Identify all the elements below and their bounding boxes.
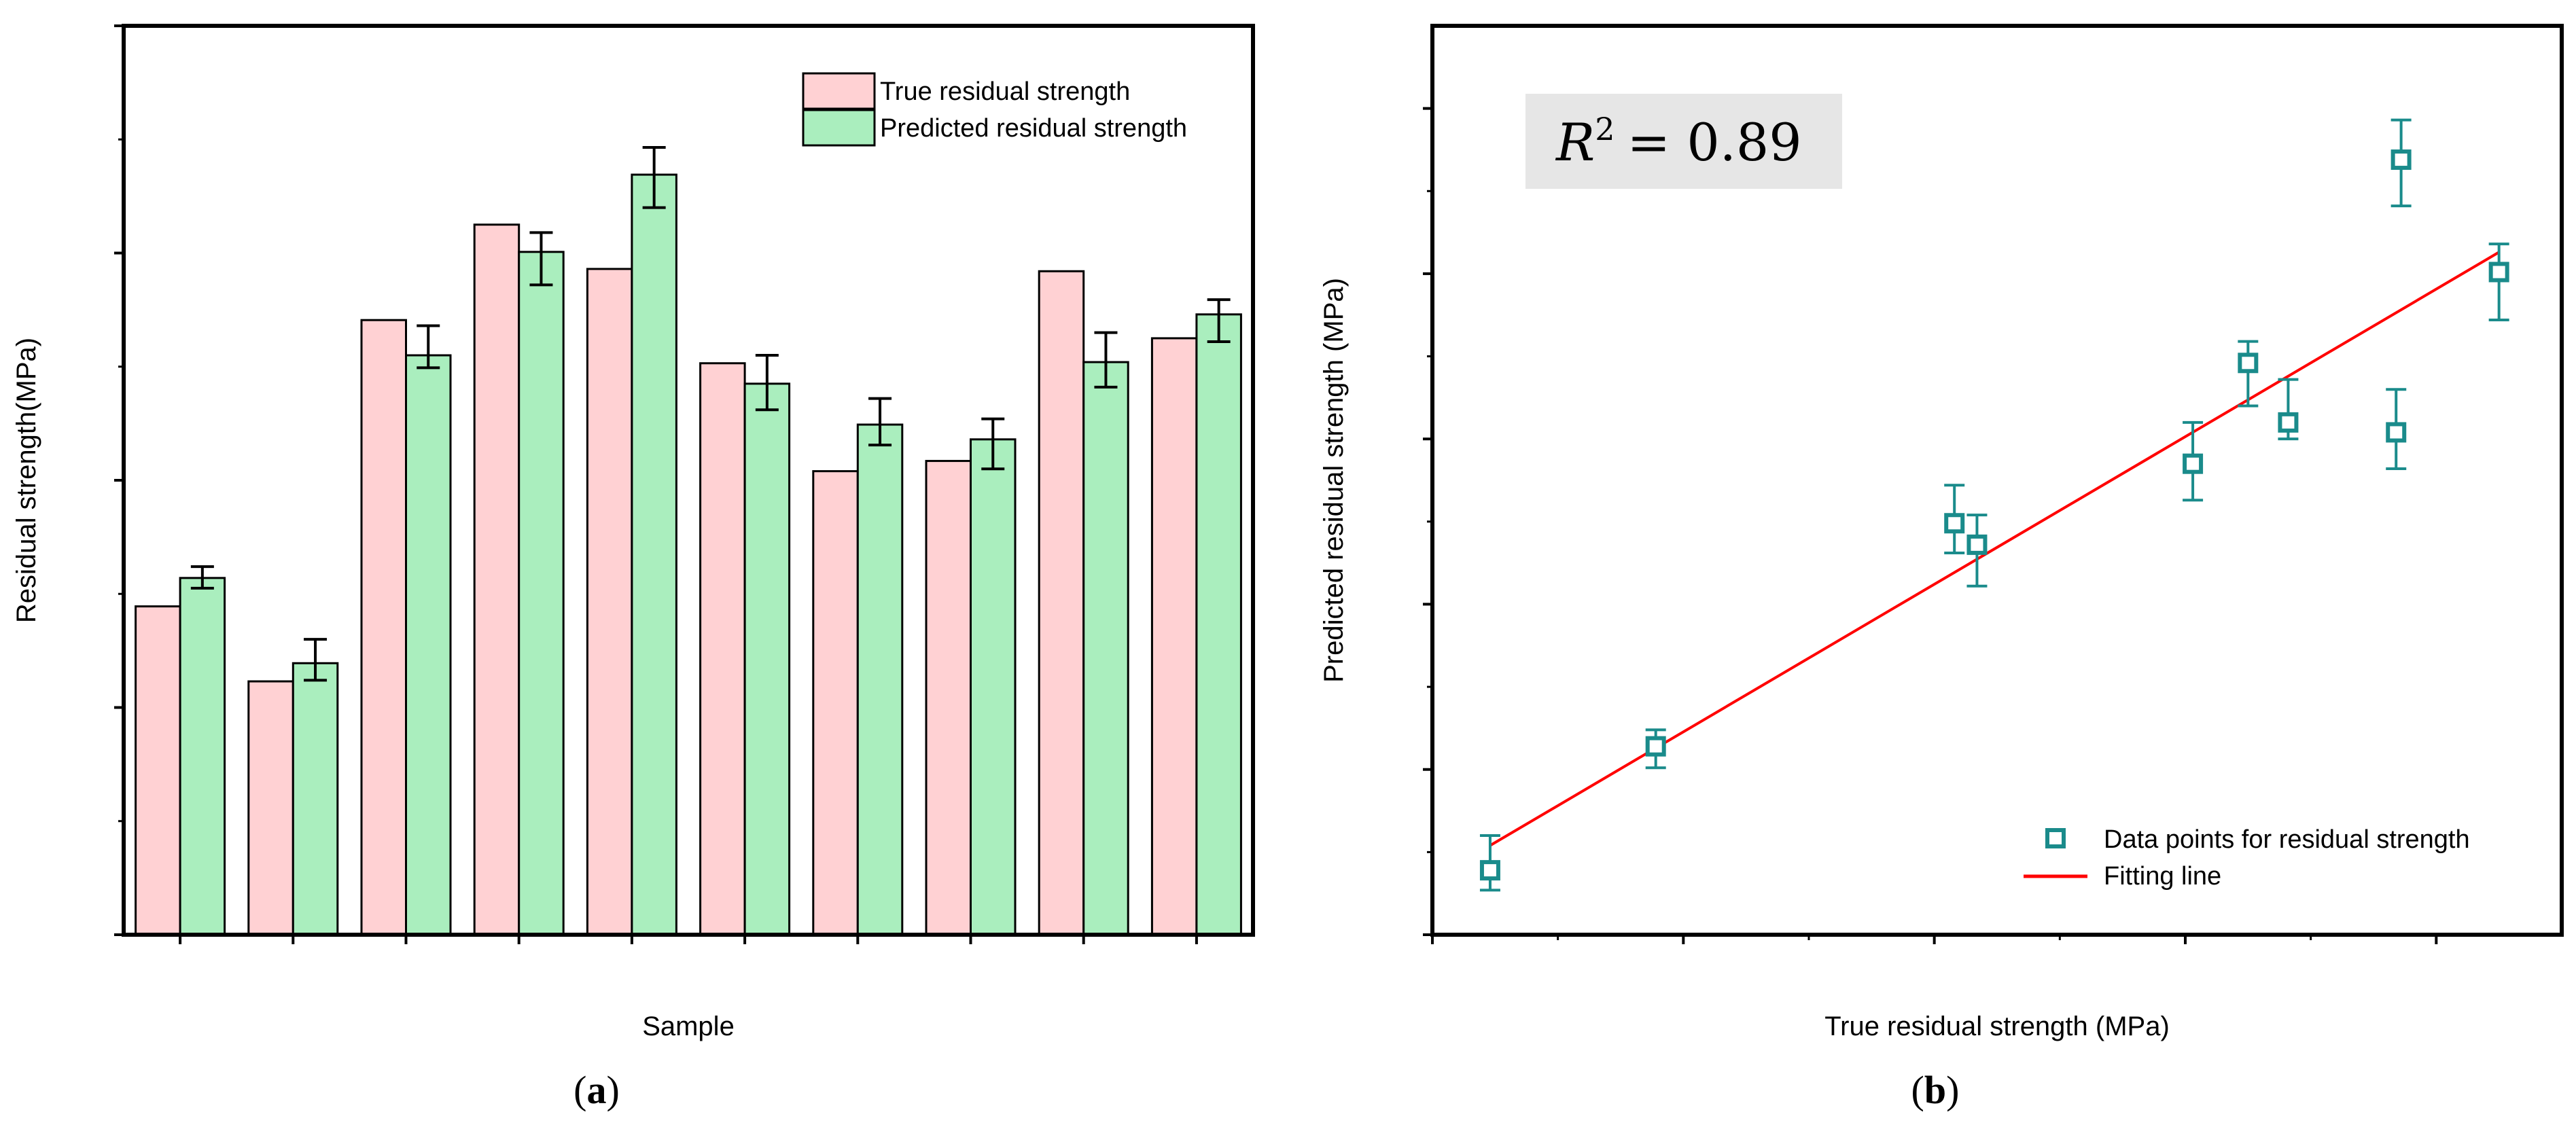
data-point	[1944, 513, 1965, 534]
data-point	[1645, 736, 1666, 757]
legend-label-predicted: Predicted residual strength	[880, 114, 1187, 143]
legend-swatch-predicted	[802, 109, 876, 147]
panel-label-a: (a)	[574, 1068, 620, 1112]
bar-predicted-residual-strength	[970, 438, 1017, 936]
data-point	[2183, 453, 2204, 474]
bar-true-residual-strength	[812, 470, 859, 936]
data-point	[2386, 422, 2407, 443]
data-point	[2390, 149, 2412, 171]
bar-predicted-residual-strength	[1082, 361, 1129, 936]
bar-true-residual-strength	[1038, 270, 1085, 936]
bar-true-residual-strength	[586, 268, 633, 936]
bar-group	[135, 173, 1242, 936]
legend-label-points: Data points for residual strength	[2104, 825, 2470, 854]
r2-annotation-text: R2 = 0.89	[1555, 111, 1802, 173]
fit-line	[1489, 251, 2500, 847]
bar-true-residual-strength	[473, 223, 521, 936]
r2-annotation: R2 = 0.89	[1525, 94, 1842, 189]
x-axis-label: Sample	[642, 1011, 735, 1041]
legend: Data points for residual strength Fittin…	[2024, 825, 2470, 891]
x-axis-ticks	[179, 935, 1198, 944]
legend: True residual strength Predicted residua…	[802, 72, 1187, 147]
bar-predicted-residual-strength	[179, 577, 226, 936]
bar-predicted-residual-strength	[1195, 313, 1242, 936]
bar-predicted-residual-strength	[405, 354, 452, 936]
bar-true-residual-strength	[1150, 337, 1198, 936]
legend-swatch-true	[802, 72, 876, 110]
y-axis-ticks	[114, 24, 124, 936]
bar-true-residual-strength	[360, 319, 407, 936]
data-point	[2488, 262, 2509, 283]
data-point	[1479, 860, 1500, 881]
error-bar-group	[1479, 118, 2509, 892]
data-point	[2278, 412, 2299, 433]
r2-annotation-box	[1525, 94, 1842, 189]
data-point	[2238, 353, 2259, 374]
x-axis-ticks	[1431, 935, 2438, 944]
panel-label-b: (b)	[1911, 1068, 1960, 1112]
bar-chart-panel-a: Residual strength(MPa) Sample True resid…	[12, 24, 1255, 1112]
bar-predicted-residual-strength	[292, 662, 339, 936]
bar-true-residual-strength	[135, 605, 181, 936]
legend-label-true: True residual strength	[880, 77, 1130, 106]
bar-predicted-residual-strength	[631, 173, 677, 936]
data-point	[1966, 534, 1988, 555]
bar-predicted-residual-strength	[518, 251, 565, 936]
y-axis-label: Residual strength(MPa)	[12, 338, 41, 623]
bar-true-residual-strength	[247, 680, 294, 936]
fit-line-group	[1489, 251, 2500, 847]
legend-marker-points	[2045, 828, 2066, 848]
legend-label-fit-line: Fitting line	[2104, 862, 2221, 891]
bar-predicted-residual-strength	[743, 382, 791, 936]
bar-true-residual-strength	[699, 362, 746, 936]
y-axis-label: Predicted residual strength (MPa)	[1319, 278, 1349, 683]
bar-true-residual-strength	[925, 460, 972, 936]
bar-predicted-residual-strength	[856, 423, 904, 936]
error-bar-group	[190, 145, 1231, 682]
x-axis-label: True residual strength (MPa)	[1824, 1011, 2170, 1041]
scatter-chart-panel-b: R2 = 0.89 Predicted residual strength (MP…	[1319, 24, 2564, 1112]
plot-frame	[1430, 24, 2564, 937]
data-point-group	[1479, 149, 2509, 881]
y-axis-ticks	[1423, 107, 1432, 936]
